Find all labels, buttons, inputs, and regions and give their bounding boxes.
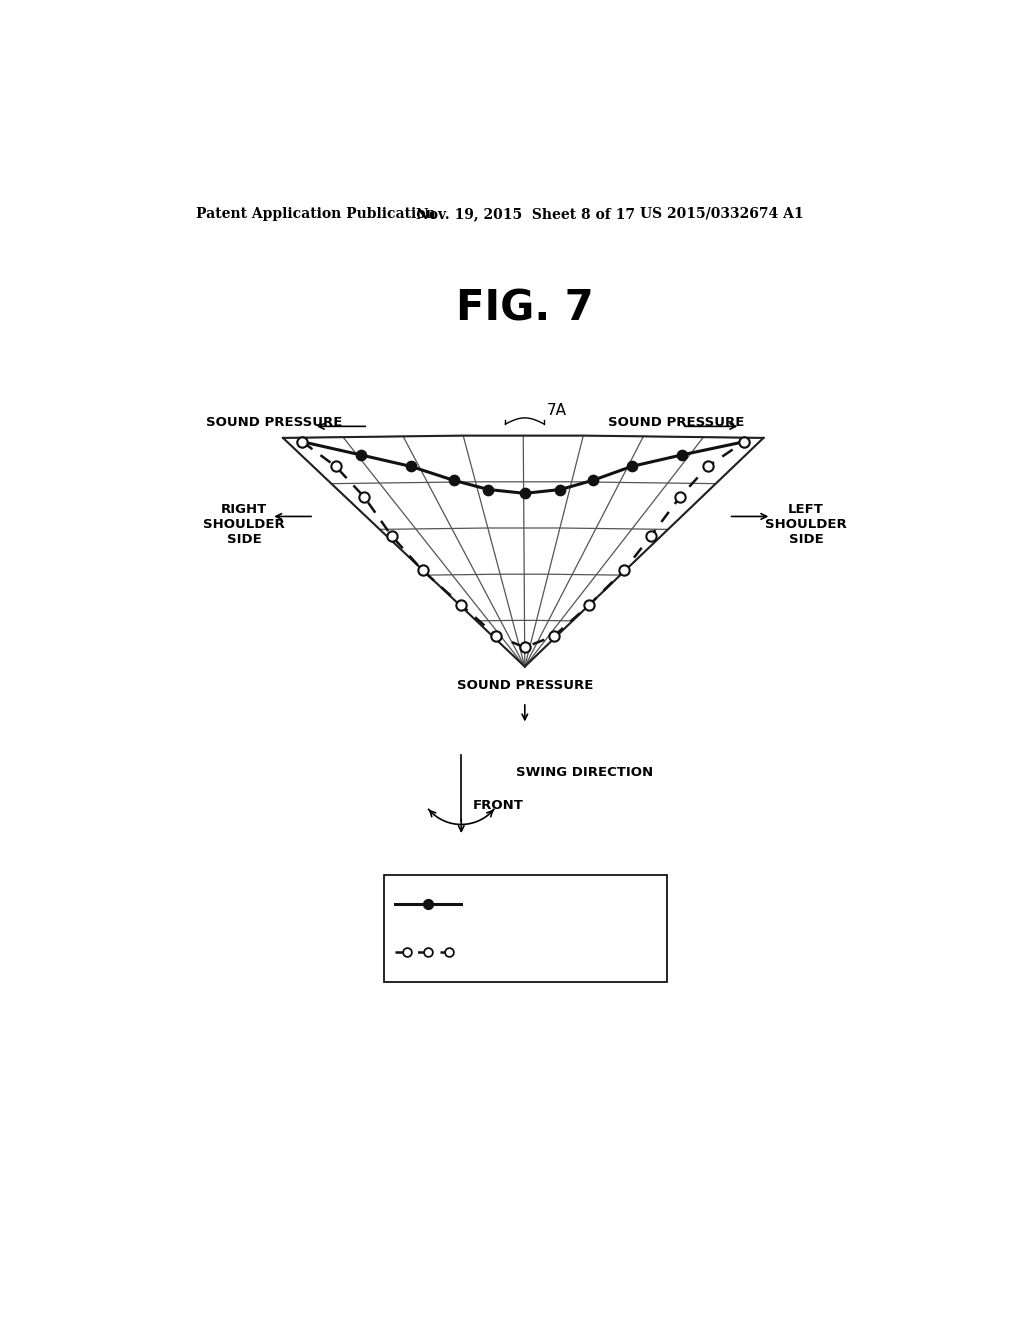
Point (643, 525, 659, 546)
Text: FRONT: FRONT (473, 799, 523, 812)
Text: SWING DIRECTION: SWING DIRECTION (515, 767, 652, 779)
Text: Nov. 19, 2015  Sheet 8 of 17: Nov. 19, 2015 Sheet 8 of 17 (417, 207, 635, 220)
Point (581, 594, 597, 615)
Text: SECOND
MICROPHONE 112: SECOND MICROPHONE 112 (469, 939, 609, 972)
Point (546, 626, 562, 647)
Point (356, 487, 373, 508)
Text: LEFT
SHOULDER
SIDE: LEFT SHOULDER SIDE (765, 503, 847, 545)
Point (672, 487, 688, 508)
Point (699, 455, 716, 477)
Point (294, 432, 310, 453)
Point (516, 483, 532, 504)
Text: 7A: 7A (547, 404, 566, 418)
Point (383, 525, 399, 546)
Point (487, 626, 504, 647)
Point (585, 470, 601, 491)
Point (615, 560, 632, 581)
Point (552, 479, 568, 500)
Point (294, 432, 310, 453)
Point (402, 455, 419, 477)
Point (736, 432, 753, 453)
Text: Patent Application Publication: Patent Application Publication (197, 207, 436, 220)
Point (440, 941, 457, 962)
Text: SOUND PRESSURE: SOUND PRESSURE (457, 680, 593, 693)
Bar (384, 875, 667, 982)
Point (736, 432, 753, 453)
Point (328, 455, 344, 477)
Text: SOUND PRESSURE: SOUND PRESSURE (206, 416, 342, 429)
Point (420, 941, 436, 962)
Point (674, 445, 690, 466)
Point (624, 455, 640, 477)
Text: FIRST
MICROPHONE 111: FIRST MICROPHONE 111 (469, 891, 609, 924)
Point (453, 594, 469, 615)
Text: SOUND PRESSURE: SOUND PRESSURE (608, 416, 744, 429)
Point (420, 894, 436, 915)
Text: FIG. 7: FIG. 7 (456, 288, 594, 330)
Point (352, 445, 369, 466)
Point (480, 479, 497, 500)
Point (398, 941, 415, 962)
Point (516, 636, 532, 657)
Text: US 2015/0332674 A1: US 2015/0332674 A1 (640, 207, 803, 220)
Point (415, 560, 431, 581)
Point (445, 470, 462, 491)
Text: RIGHT
SHOULDER
SIDE: RIGHT SHOULDER SIDE (204, 503, 285, 545)
